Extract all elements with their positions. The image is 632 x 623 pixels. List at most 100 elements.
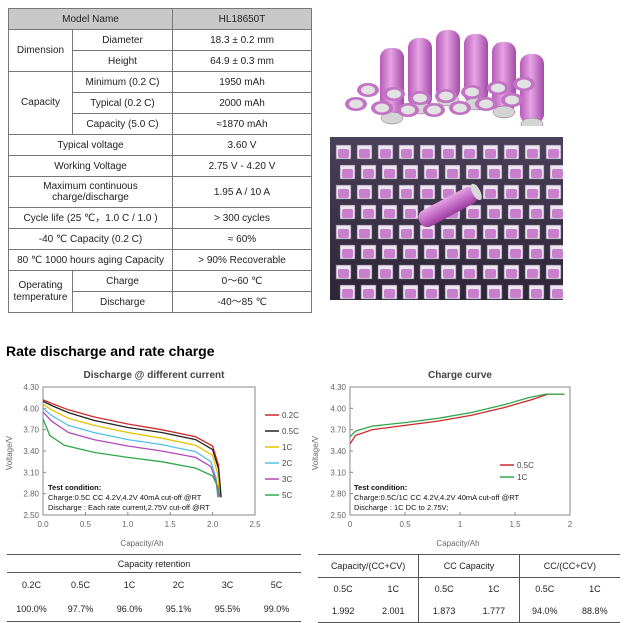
capacity-group: Capacity/(CC+CV) xyxy=(318,554,419,578)
capacity-value: 1.873 xyxy=(418,600,469,623)
spec-row: 80 ℃ 1000 hours aging Capacity > 90% Rec… xyxy=(7,249,313,271)
spec-value: 1.95 A / 10 A xyxy=(172,176,313,208)
tray-cell xyxy=(489,289,500,298)
capacity-value: 1.777 xyxy=(468,600,520,623)
tray-cell xyxy=(380,189,391,198)
tray-cell xyxy=(405,249,416,258)
discharge-note-line: Charge:0.5C CC 4.2V,4.2V 40mA cut-off @R… xyxy=(48,493,202,502)
tray-cell xyxy=(485,149,496,158)
x-tick-label: 2.5 xyxy=(249,520,261,529)
battery-cell xyxy=(436,30,460,100)
battery-terminal xyxy=(361,85,375,95)
capacity-rate: 1C xyxy=(488,584,500,594)
tray-cell xyxy=(527,229,538,238)
tray-cell xyxy=(468,249,479,258)
dimension-group-label: Dimension xyxy=(8,29,73,72)
retention-value: 95.1% xyxy=(154,597,203,622)
legend-label: 5C xyxy=(282,491,292,500)
tray-cell xyxy=(489,249,500,258)
spec-row: Cycle life (25 ℃，1.0 C / 1.0 ) > 300 cyc… xyxy=(7,207,313,229)
tray-cell xyxy=(447,289,458,298)
tray-cell xyxy=(489,169,500,178)
y-tick-label: 4.00 xyxy=(330,404,346,413)
spec-value: 3.60 V xyxy=(172,134,313,156)
spec-value: > 300 cycles xyxy=(172,207,313,229)
battery-terminal xyxy=(453,103,467,113)
y-tick-label: 4.00 xyxy=(23,404,39,413)
x-tick-label: 1.5 xyxy=(509,520,521,529)
spec-row: Capacity Minimum (0.2 C) 1950 mAh xyxy=(8,71,313,135)
tray-cell xyxy=(405,209,416,218)
spec-row: Maximum continuous charge/discharge 1.95… xyxy=(7,176,313,208)
capacity-rate: 1C xyxy=(589,584,601,594)
capacity-rate: 0.5C xyxy=(518,577,570,600)
discharge-y-axis-label: Voltage/V xyxy=(5,435,14,470)
battery-terminal xyxy=(349,99,363,109)
series-line-1C xyxy=(349,393,565,438)
spec-name: Height xyxy=(71,50,174,72)
spec-value: 0～60 ℃ xyxy=(172,270,313,292)
battery-terminal xyxy=(387,89,401,99)
legend-label: 0.5C xyxy=(282,427,299,436)
tray-cell xyxy=(531,209,542,218)
y-tick-label: 2.80 xyxy=(23,490,39,499)
discharge-chart-title: Discharge @ different current xyxy=(84,370,226,381)
tray-cell xyxy=(422,149,433,158)
spec-value: 1950 mAh xyxy=(172,71,313,93)
tray-cell xyxy=(384,249,395,258)
tray-cell xyxy=(359,149,370,158)
tray-cell xyxy=(552,249,563,258)
tray-cell xyxy=(342,289,353,298)
spec-value: 18.3 ± 0.2 mm xyxy=(172,29,313,51)
tray-cell xyxy=(380,269,391,278)
retention-rate-row: 0.2C 0.5C 1C 2C 3C 5C xyxy=(7,573,301,598)
x-tick-label: 2 xyxy=(568,520,573,529)
spec-value: > 90% Recoverable xyxy=(172,249,313,271)
tray-cell xyxy=(548,189,559,198)
charge-note-line: Discharge : 1C DC to 2.75V; xyxy=(354,503,448,512)
y-tick-label: 3.70 xyxy=(23,426,39,435)
tray-cell xyxy=(342,249,353,258)
spec-name: Discharge xyxy=(71,291,174,313)
tray-cell xyxy=(401,269,412,278)
tray-cell xyxy=(506,269,517,278)
charge-chart-title: Charge curve xyxy=(428,370,492,381)
tray-cell xyxy=(384,169,395,178)
spec-name: Charge xyxy=(71,270,174,292)
spec-table: Model Name HL18650T Dimension Diameter 1… xyxy=(7,8,313,313)
tray-cell xyxy=(510,169,521,178)
tray-cell xyxy=(338,189,349,198)
battery-tray-illustration xyxy=(330,137,563,300)
legend-label: 1C xyxy=(517,473,527,482)
battery-terminal xyxy=(492,105,516,119)
y-tick-label: 4.30 xyxy=(330,383,346,392)
tray-cell xyxy=(443,269,454,278)
spec-name: -40 ℃ Capacity (0.2 C) xyxy=(7,228,174,250)
retention-value: 99.0% xyxy=(252,597,301,622)
spec-name: Minimum (0.2 C) xyxy=(71,71,174,93)
battery-cell xyxy=(408,38,432,108)
capacity-value: 94.0% xyxy=(518,600,570,623)
section-title: Rate discharge and rate charge xyxy=(6,343,215,359)
capacity-group: CC Capacity xyxy=(418,554,520,578)
discharge-x-axis-label: Capacity/Ah xyxy=(120,539,163,548)
tray-cell xyxy=(401,189,412,198)
tray-cell xyxy=(506,149,517,158)
charge-y-axis-label: Voltage/V xyxy=(311,435,320,470)
capacity-retention-table: Capacity retention 0.2C 0.5C 1C 2C 3C 5C… xyxy=(7,554,301,622)
capacity-rate: 0.5C xyxy=(333,584,353,594)
charge-capacity-table: Capacity/(CC+CV) CC Capacity CC/(CC+CV) … xyxy=(318,554,620,623)
retention-rate: 1C xyxy=(123,580,136,590)
spec-value: 2000 mAh xyxy=(172,92,313,114)
tray-cell xyxy=(401,149,412,158)
x-tick-label: 0.0 xyxy=(37,520,49,529)
x-tick-label: 1 xyxy=(458,520,463,529)
battery-cell xyxy=(520,54,544,124)
tray-cell xyxy=(359,269,370,278)
capacity-rate-row: 0.5C 1C 0.5C 1C 0.5C 1C xyxy=(318,577,620,600)
discharge-note-line: Discharge : Each rate current,2.75V cut-… xyxy=(48,503,210,512)
tray-cell xyxy=(380,229,391,238)
tray-cell xyxy=(363,169,374,178)
capacity-group: CC/(CC+CV) xyxy=(518,554,620,578)
spec-name: Typical voltage xyxy=(7,134,174,156)
